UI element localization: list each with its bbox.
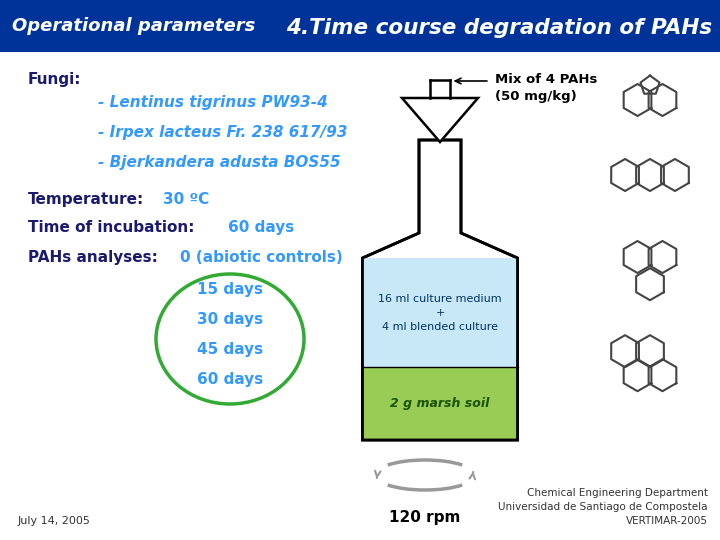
- Polygon shape: [362, 140, 518, 440]
- Text: 60 days: 60 days: [197, 372, 263, 387]
- Bar: [0, 0, 720, 52]
- Text: PAHs analyses:: PAHs analyses:: [28, 250, 158, 265]
- Text: Mix of 4 PAHs
(50 mg/kg): Mix of 4 PAHs (50 mg/kg): [495, 73, 598, 103]
- Text: 0 (abiotic controls): 0 (abiotic controls): [180, 250, 343, 265]
- Polygon shape: [362, 367, 518, 440]
- Text: 2 g marsh soil: 2 g marsh soil: [390, 397, 490, 410]
- Text: Chemical Engineering Department
Universidad de Santiago de Compostela
VERTIMAR-2: Chemical Engineering Department Universi…: [498, 488, 708, 526]
- Text: July 14, 2005: July 14, 2005: [18, 516, 91, 526]
- Polygon shape: [362, 258, 518, 367]
- Text: Fungi:: Fungi:: [28, 72, 81, 87]
- Text: 120 rpm: 120 rpm: [390, 510, 461, 525]
- Text: 60 days: 60 days: [228, 220, 294, 235]
- Text: 15 days: 15 days: [197, 282, 263, 297]
- Text: 16 ml culture medium
+
4 ml blended culture: 16 ml culture medium + 4 ml blended cult…: [378, 294, 502, 332]
- Polygon shape: [402, 98, 478, 142]
- Text: - Bjerkandera adusta BOS55: - Bjerkandera adusta BOS55: [98, 155, 341, 170]
- Text: 30 days: 30 days: [197, 312, 263, 327]
- Text: Time of incubation:: Time of incubation:: [28, 220, 194, 235]
- Text: 30 ºC: 30 ºC: [163, 192, 210, 207]
- Text: 45 days: 45 days: [197, 342, 263, 357]
- Text: - Lentinus tigrinus PW93-4: - Lentinus tigrinus PW93-4: [98, 95, 328, 110]
- Text: Temperature:: Temperature:: [28, 192, 144, 207]
- Text: 4.Time course degradation of PAHs: 4.Time course degradation of PAHs: [286, 18, 712, 38]
- Text: - Irpex lacteus Fr. 238 617/93: - Irpex lacteus Fr. 238 617/93: [98, 125, 348, 140]
- Text: Operational parameters: Operational parameters: [12, 17, 256, 35]
